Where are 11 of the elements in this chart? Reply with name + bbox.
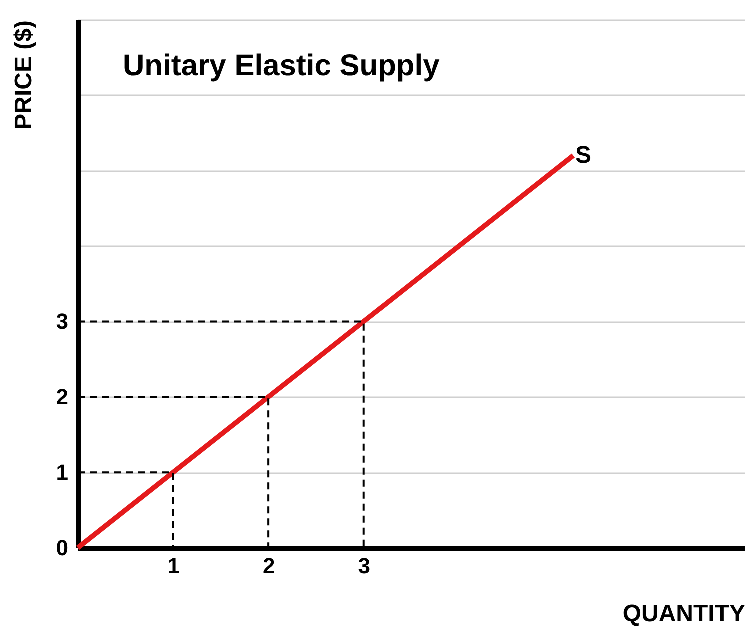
text: Unitary Elastic Supply: [123, 50, 440, 82]
y-tick-label: 2: [56, 384, 68, 410]
x-tick-label: 2: [262, 554, 276, 578]
x-tick-label: 3: [358, 554, 370, 578]
y-axis-title: PRICE ($): [10, 20, 38, 130]
x-tick-label: 1: [168, 554, 180, 578]
y-tick-label: 1: [56, 460, 68, 486]
x-axis-title: QUANTITY: [622, 600, 746, 628]
y-tick-label: 0: [56, 536, 68, 560]
y-tick-label: 3: [56, 309, 68, 334]
series-label: S: [575, 142, 592, 169]
